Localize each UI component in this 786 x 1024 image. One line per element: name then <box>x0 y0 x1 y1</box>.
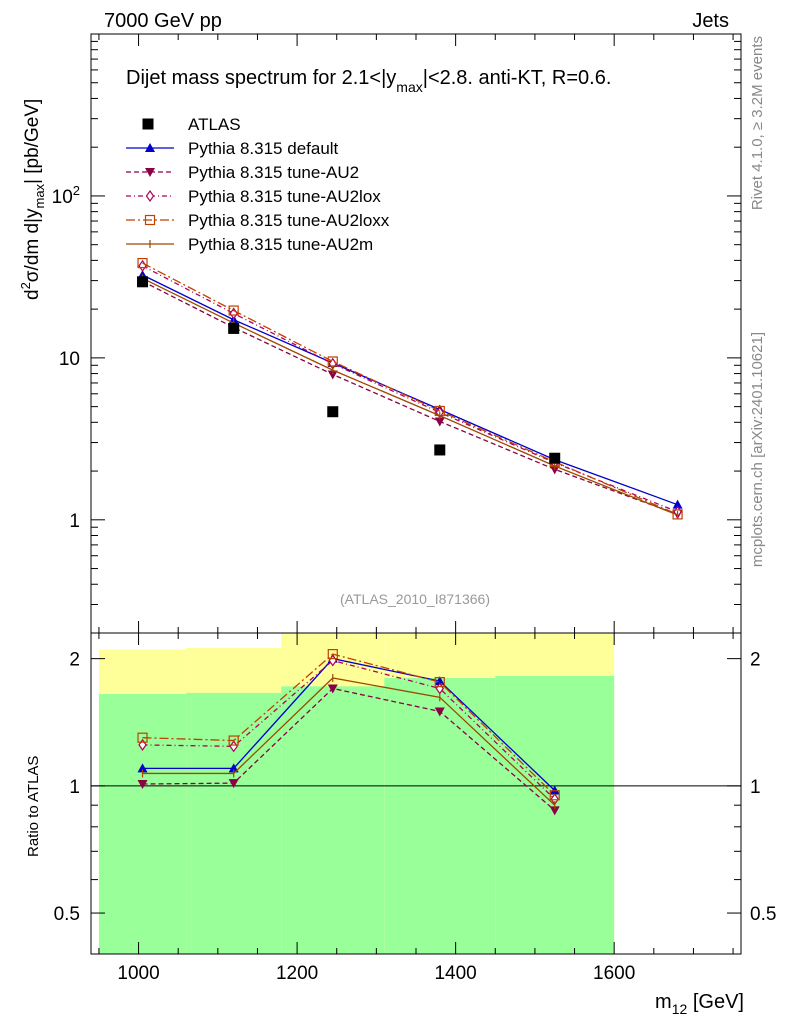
y-tick-label: 10 <box>59 349 80 370</box>
legend-label-4: Pythia 8.315 tune-AU2m <box>188 235 373 254</box>
y-tick-label-base: 10 <box>59 349 80 370</box>
ratio-point-0 <box>137 763 148 773</box>
y-tick-label-base: 1 <box>69 511 80 532</box>
ratio-point-1 <box>434 707 445 717</box>
series-line-3 <box>142 262 678 515</box>
atlas-point <box>549 452 561 464</box>
legend-marker-2 <box>145 189 155 203</box>
y-tick-label: 1 <box>69 511 80 532</box>
y-tick-label-base: 10 <box>52 187 73 208</box>
ratio-tick-label-right: 1 <box>750 777 761 798</box>
main-series-group <box>137 257 683 520</box>
ratio-tick-label: 0.5 <box>54 904 80 925</box>
atlas-point <box>434 444 446 456</box>
title-tail: |<2.8. anti-KT, R=0.6. <box>423 67 612 89</box>
legend-label-atlas: ATLAS <box>188 115 241 134</box>
series-line-4 <box>142 277 678 516</box>
header-right: Jets <box>692 10 729 32</box>
legend-marker-3 <box>144 214 156 226</box>
ratio-point-3 <box>434 677 445 688</box>
x-tick-label: 1000 <box>117 963 159 984</box>
ylabel-sup: 2 <box>18 282 33 289</box>
series-point-3 <box>137 257 148 269</box>
series-point-0 <box>672 499 683 509</box>
series-line-1 <box>142 280 678 516</box>
legend-label-1: Pythia 8.315 tune-AU2 <box>188 163 359 182</box>
ratio-line-3 <box>142 653 556 796</box>
xlabel-m: m <box>655 991 672 1013</box>
legend: ATLAS Pythia 8.315 default Pythia 8.315 tu… <box>126 115 390 254</box>
green-band-3 <box>384 677 496 954</box>
ratio-point-1 <box>327 684 338 694</box>
series-point-1 <box>434 417 445 427</box>
uncertainty-bands <box>98 633 615 954</box>
ylabel-d: d <box>22 289 43 300</box>
green-band-0 <box>98 693 187 954</box>
legend-label-3: Pythia 8.315 tune-AU2loxx <box>188 211 390 230</box>
ratio-tick-label-right: 0.5 <box>750 904 776 925</box>
series-point-2 <box>138 259 147 272</box>
x-axis-label: m12 [GeV] <box>655 991 744 1017</box>
x-tick-label: 1200 <box>276 963 318 984</box>
y-axis-label: d2σ/dm d|ymax| [pb/GeV] <box>18 99 47 300</box>
analysis-watermark: (ATLAS_2010_I871366) <box>340 591 490 607</box>
ratio-y-axis-label: Ratio to ATLAS <box>25 756 42 857</box>
mcplots-label: mcplots.cern.ch [arXiv:2401.10621] <box>749 332 766 567</box>
chart-title: Dijet mass spectrum for 2.1<|ymax|<2.8. … <box>126 67 611 95</box>
ratio-point-1 <box>228 779 239 789</box>
y-tick-label-exponent: 2 <box>73 183 80 198</box>
ratio-point-1 <box>137 780 148 790</box>
atlas-point <box>327 406 339 418</box>
ylabel-mid: σ/dm d|y <box>22 208 43 282</box>
title-main: Dijet mass spectrum for 2.1<|y <box>126 67 396 89</box>
green-band-2 <box>281 686 385 954</box>
series-point-1 <box>327 370 338 380</box>
series-line-0 <box>142 274 678 506</box>
header-left: 7000 GeV pp <box>104 10 222 32</box>
ratio-point-3 <box>228 735 239 746</box>
series-line-2 <box>142 265 678 513</box>
ratio-tick-label: 2 <box>69 650 80 671</box>
atlas-point <box>228 322 240 334</box>
ratio-point-3 <box>137 732 148 743</box>
ylabel-sub: max <box>32 183 47 208</box>
ratio-point-3 <box>327 649 338 660</box>
legend-marker-1 <box>145 168 155 177</box>
ratio-tick-label: 1 <box>69 777 80 798</box>
legend-marker-atlas <box>142 118 154 130</box>
title-subscript: max <box>396 79 422 95</box>
ratio-point-0 <box>434 676 445 686</box>
x-tick-label: 1400 <box>434 963 476 984</box>
legend-label-2: Pythia 8.315 tune-AU2lox <box>188 187 381 206</box>
ylabel-tail: | [pb/GeV] <box>22 99 43 184</box>
x-tick-label: 1600 <box>593 963 635 984</box>
ratio-point-0 <box>228 763 239 773</box>
ratio-tick-label-right: 2 <box>750 650 761 671</box>
ratio-line-2 <box>142 659 556 800</box>
ratio-point-1 <box>549 806 560 816</box>
xlabel-tail: [GeV] <box>687 991 744 1013</box>
xlabel-sub: 12 <box>672 1001 688 1017</box>
ratio-point-0 <box>549 785 560 795</box>
y-tick-label: 102 <box>52 183 80 208</box>
ratio-point-3 <box>549 790 560 801</box>
atlas-data-points <box>137 276 561 464</box>
legend-label-0: Pythia 8.315 default <box>188 139 339 158</box>
legend-marker-0 <box>145 143 155 152</box>
atlas-point <box>137 276 149 288</box>
series-point-3 <box>228 305 239 316</box>
series-point-3 <box>327 356 338 367</box>
rivet-label: Rivet 4.1.0, ≥ 3.2M events <box>749 36 766 210</box>
ratio-series-group <box>137 649 560 816</box>
